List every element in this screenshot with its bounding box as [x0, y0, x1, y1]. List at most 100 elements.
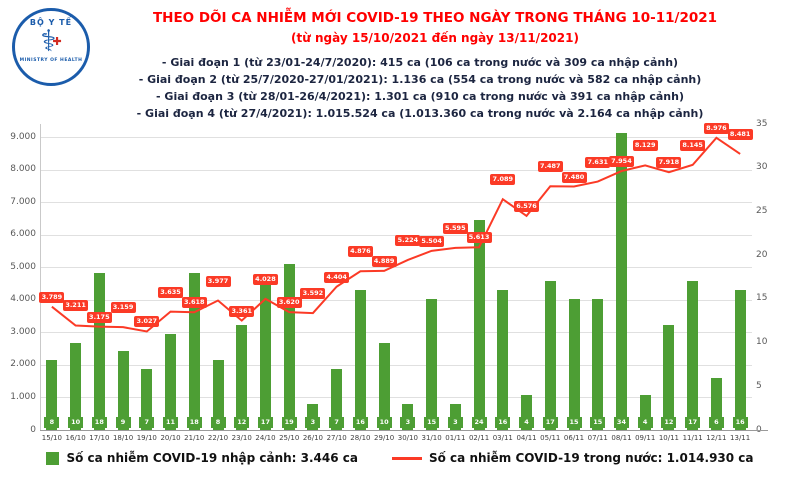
- bar-imported-cases: [615, 132, 627, 430]
- bar-imported-cases: [283, 263, 295, 430]
- bar-value-label: 3: [447, 417, 463, 428]
- line-value-label: 4.404: [324, 271, 350, 283]
- x-axis-label: 12/11: [706, 434, 727, 442]
- x-axis-label: 03/11: [492, 434, 513, 442]
- x-axis-label: 07/11: [587, 434, 608, 442]
- bar-value-label: 17: [257, 417, 273, 428]
- chart-legend: Số ca nhiễm COVID-19 nhập cảnh: 3.446 ca…: [0, 451, 800, 465]
- left-axis-tick: 0: [30, 424, 36, 435]
- bar-value-label: 12: [234, 417, 250, 428]
- x-axis-label: 01/11: [445, 434, 466, 442]
- bar-imported-cases: [354, 290, 366, 430]
- x-axis-label: 23/10: [231, 434, 252, 442]
- x-axis-label: 13/11: [730, 434, 751, 442]
- red-cross-icon: ✚: [52, 35, 62, 48]
- line-value-label: 5.595: [442, 222, 468, 234]
- bar-value-label: 7: [139, 417, 155, 428]
- bar-imported-cases: [307, 403, 319, 430]
- page-subtitle: (từ ngày 15/10/2021 đến ngày 13/11/2021): [291, 31, 579, 45]
- legend-bar-label: Số ca nhiễm COVID-19 nhập cảnh: 3.446 ca: [66, 451, 358, 465]
- bar-value-label: 11: [163, 417, 179, 428]
- x-axis-label: 08/11: [611, 434, 632, 442]
- caduceus-icon: ⚕✚: [40, 24, 62, 59]
- gridline: [40, 332, 752, 334]
- bar-value-label: 7: [329, 417, 345, 428]
- x-axis-label: 30/10: [397, 434, 418, 442]
- x-axis-label: 31/10: [421, 434, 442, 442]
- bar-value-label: 24: [471, 417, 487, 428]
- line-value-label: 3.618: [181, 297, 207, 309]
- bar-imported-cases: [710, 377, 722, 430]
- bar-value-label: 15: [424, 417, 440, 428]
- bar-value-label: 15: [566, 417, 582, 428]
- line-value-label: 7.487: [537, 161, 563, 173]
- x-axis-label: 11/11: [682, 434, 703, 442]
- right-axis-tick: 5: [756, 380, 762, 391]
- line-value-label: 3.635: [158, 286, 184, 298]
- gridline: [40, 202, 752, 204]
- x-axis-label: 28/10: [350, 434, 371, 442]
- phase-summary-item: - Giai đoạn 3 (từ 28/01-26/4/2021): 1.30…: [156, 90, 684, 103]
- legend-line-swatch: [391, 456, 422, 460]
- left-axis-tick: 3.000: [10, 326, 36, 337]
- bar-value-label: 6: [708, 417, 724, 428]
- x-axis-label: 04/11: [516, 434, 537, 442]
- phase-summary-item: - Giai đoạn 4 (từ 27/4/2021): 1.015.524 …: [136, 107, 704, 120]
- gridline: [40, 267, 752, 269]
- right-axis-tick: 15: [756, 293, 768, 304]
- bar-imported-cases: [473, 220, 485, 430]
- line-value-label: 5.224: [395, 234, 421, 246]
- x-axis-label: 27/10: [326, 434, 347, 442]
- bar-value-label: 3: [400, 417, 416, 428]
- bar-value-label: 16: [495, 417, 511, 428]
- line-value-label: 3.620: [276, 297, 302, 309]
- left-axis-tick: 4.000: [10, 294, 36, 305]
- legend-item-domestic: Số ca nhiễm COVID-19 trong nước: 1.014.9…: [391, 451, 754, 465]
- phase-summary-list: - Giai đoạn 1 (từ 23/01-24/7/2020): 415 …: [60, 54, 780, 122]
- line-value-label: 3.027: [134, 316, 160, 328]
- left-axis-tick: 8.000: [10, 164, 36, 175]
- bar-imported-cases: [93, 272, 105, 430]
- bar-imported-cases: [544, 281, 556, 430]
- bar-imported-cases: [70, 342, 82, 430]
- legend-line-label: Số ca nhiễm COVID-19 trong nước: 1.014.9…: [428, 451, 754, 465]
- right-axis-tick: 35: [756, 118, 768, 129]
- right-axis-tick: 30: [756, 162, 768, 173]
- line-value-label: 3.361: [229, 305, 255, 317]
- page-title: THEO DÕI CA NHIỄM MỚI COVID-19 THEO NGÀY…: [152, 10, 718, 26]
- bar-imported-cases: [378, 342, 390, 430]
- line-value-label: 7.954: [608, 156, 634, 168]
- x-axis-label: 15/10: [41, 434, 62, 442]
- left-axis-tick: 7.000: [10, 196, 36, 207]
- bar-imported-cases: [212, 360, 224, 430]
- x-axis-label: 02/11: [468, 434, 490, 442]
- bar-imported-cases: [331, 368, 343, 430]
- bar-imported-cases: [663, 325, 675, 430]
- line-value-label: 8.481: [727, 128, 753, 140]
- bar-imported-cases: [165, 333, 177, 430]
- bar-value-label: 9: [115, 417, 131, 428]
- x-axis-label: 17/10: [89, 434, 110, 442]
- phase-summary-item: - Giai đoạn 2 (từ 25/7/2020-27/01/2021):…: [138, 73, 702, 86]
- y-axis-line: [40, 124, 41, 430]
- line-value-label: 3.977: [205, 275, 231, 287]
- bar-value-label: 10: [376, 417, 392, 428]
- x-axis-label: 25/10: [279, 434, 300, 442]
- line-value-label: 5.613: [466, 232, 492, 244]
- x-axis-label: 16/10: [65, 434, 86, 442]
- left-axis-tick: 5.000: [10, 261, 36, 272]
- bar-value-label: 8: [44, 417, 60, 428]
- line-value-label: 7.631: [585, 156, 611, 168]
- bar-imported-cases: [46, 360, 58, 430]
- line-value-label: 7.089: [490, 174, 516, 186]
- bar-imported-cases: [259, 281, 271, 430]
- logo-text-bottom: MINISTRY OF HEALTH: [19, 58, 83, 63]
- right-axis-tick: 10: [756, 337, 768, 348]
- bar-value-label: 16: [352, 417, 368, 428]
- line-value-label: 3.159: [110, 302, 136, 314]
- bar-imported-cases: [449, 403, 461, 430]
- phase-summary-item: - Giai đoạn 1 (từ 23/01-24/7/2020): 415 …: [161, 56, 679, 69]
- bar-value-label: 18: [186, 417, 202, 428]
- gridline: [40, 364, 752, 366]
